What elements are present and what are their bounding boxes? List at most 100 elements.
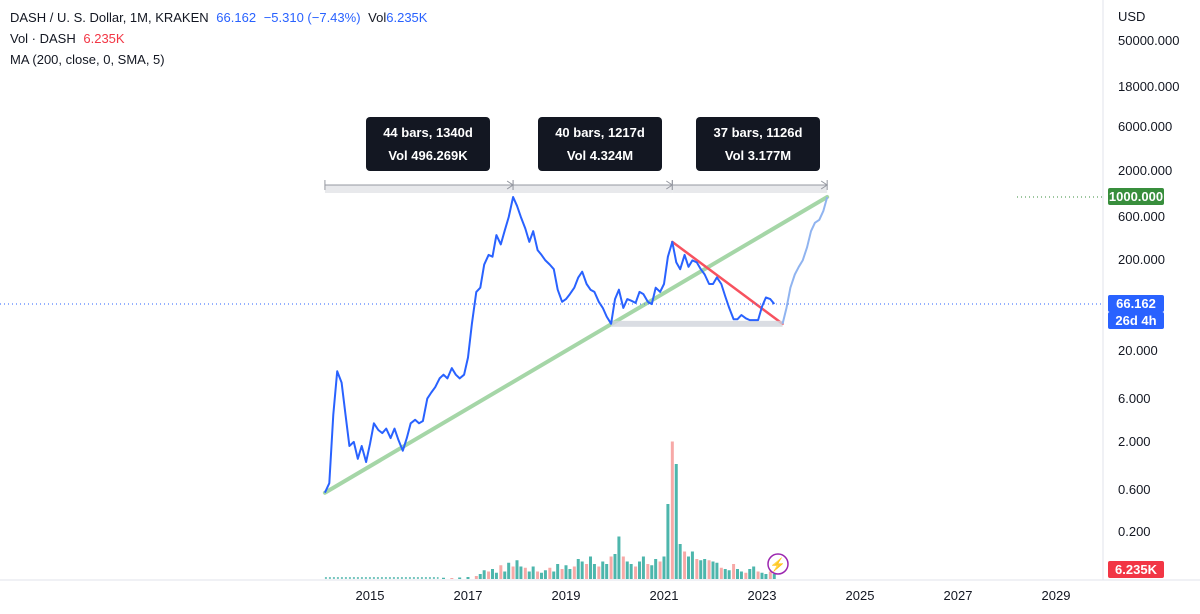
volume-bar [605,564,609,579]
price-axis[interactable]: 50000.000 18000.000 6000.000 2000.000 600.00… [1118,33,1179,539]
measure-rulers [324,180,829,193]
volume-bar [494,572,498,579]
volume-bar [760,572,764,579]
last-price: 66.162 [216,10,257,25]
volume-bar [678,544,682,579]
measure-box-3: 37 bars, 1126d Vol 3.177M [696,117,820,171]
volume-bar [482,570,486,579]
ruler-arrow [820,180,829,190]
volume-bar [507,562,511,579]
volume-bar [695,559,699,579]
measure-box-1: 44 bars, 1340d Vol 496.269K [366,117,490,171]
volume-bar [466,577,470,579]
volume-bar [744,572,748,579]
volume-bar [703,559,707,579]
legend-row-ma: MA (200, close, 0, SMA, 5) [10,52,169,68]
price-tick-label: 6.000 [1118,391,1151,406]
volume-bar [523,567,527,579]
time-tick-label: 2017 [454,588,483,603]
legend-row-main: DASH / U. S. Dollar, 1M, KRAKEN 66.162 −… [10,10,431,26]
volume-bar [629,564,633,579]
target-price-badge: 1000.000 [1108,188,1164,205]
volume-bar [613,554,617,579]
volume-bar [450,578,454,579]
volume-bar [715,562,719,579]
measure-1-volume: Vol 496.269K [388,148,468,163]
volume-bar [536,571,540,579]
measure-3-bars: 37 bars, 1126d [713,125,803,140]
currency-label[interactable]: USD [1118,9,1146,24]
volume-bar [658,561,662,579]
projection-line [781,196,829,325]
volume-bar [723,569,727,579]
volume-bar [499,565,503,579]
volume-bar [732,564,736,579]
time-axis[interactable]: 2015 2017 2019 2021 2023 2025 2027 2029 [356,588,1071,603]
volume-study-value: 6.235K [83,31,125,46]
volume-bar [564,565,568,579]
volume-bar [654,559,658,579]
volume-bar [478,574,482,579]
ma-study-label[interactable]: MA (200, close, 0, SMA, 5) [10,52,165,67]
volume-bar [683,551,687,579]
volume-bar [519,566,523,579]
volume-study-label[interactable]: Vol · DASH [10,31,76,46]
volume-bar [531,566,535,579]
volume-bar [511,566,515,579]
volume-bar [621,556,625,579]
volume-bar [617,536,621,579]
volume-bars [324,441,776,579]
volume-bar [597,566,601,579]
volume-badge: 6.235K [1108,561,1164,578]
legend-row-volume: Vol · DASH 6.235K [10,31,129,47]
price-tick-label: 0.600 [1118,482,1151,497]
time-tick-label: 2019 [552,588,581,603]
volume-bar [768,571,772,579]
volume-bar [540,572,543,579]
price-tick-label: 200.000 [1118,252,1165,267]
volume-bar [548,567,552,579]
volume-bar [711,561,715,579]
volume-bar [568,569,572,579]
price-tick-label: 20.000 [1118,343,1158,358]
volume-bar [666,504,670,579]
time-tick-label: 2029 [1042,588,1071,603]
trendlines [322,195,830,495]
volume-bar [756,571,760,579]
time-tick-label: 2025 [846,588,875,603]
volume-bar [503,571,507,579]
volume-bar [674,464,678,579]
volume-bar [736,569,739,579]
volume-bar [601,561,605,579]
volume-bar [687,556,690,579]
volume-bar [699,560,703,579]
volume-bar [474,576,478,579]
time-tick-label: 2021 [650,588,679,603]
price-line [323,196,776,494]
measure-box-2: 40 bars, 1217d Vol 4.324M [538,117,662,171]
volume-bar [625,561,629,579]
measure-2-volume: Vol 4.324M [566,148,634,163]
trendline-support [322,195,830,495]
event-marker-ring[interactable] [767,553,789,575]
volume-bar [641,556,645,579]
event-marker[interactable]: ⚡ [767,553,789,575]
volume-bar [552,571,556,579]
symbol-title[interactable]: DASH / U. S. Dollar, 1M, KRAKEN [10,10,209,25]
price-tick-label: 600.000 [1118,209,1165,224]
ruler-band [672,185,828,193]
bar-countdown-badge: 26d 4h [1108,312,1164,329]
time-tick-label: 2023 [748,588,777,603]
measure-3-volume: Vol 3.177M [724,148,792,163]
trendline-resistance [671,240,784,326]
time-tick-label: 2015 [356,588,385,603]
volume-value: 6.235K [386,10,428,25]
price-tick-label: 18000.000 [1118,79,1179,94]
volume-bar [515,560,519,579]
volume-bar [727,570,731,579]
ruler-band [324,185,514,193]
price-tick-label: 6000.000 [1118,119,1172,134]
volume-bar [739,571,743,579]
